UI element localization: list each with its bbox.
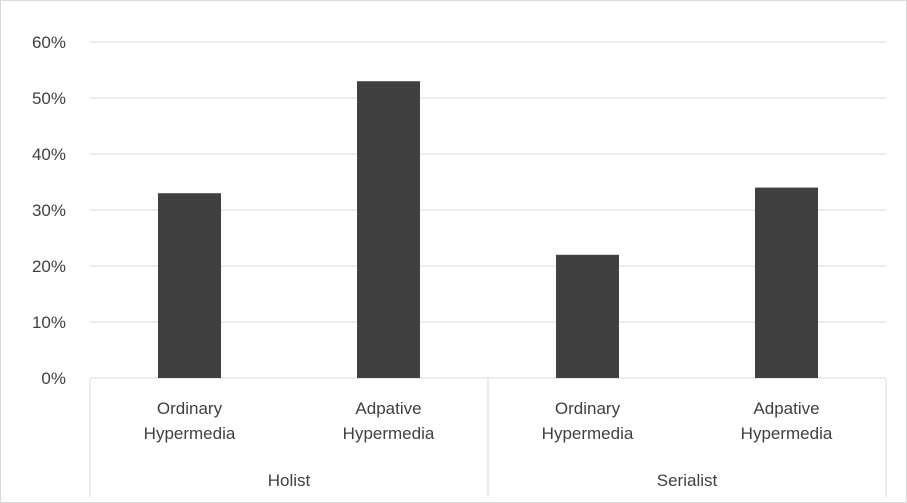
group-label: Holist (268, 471, 311, 490)
y-tick-label: 10% (32, 313, 66, 332)
y-tick-label: 40% (32, 145, 66, 164)
category-label: Adpative (355, 399, 421, 418)
y-tick-label: 30% (32, 201, 66, 220)
y-tick-label: 0% (41, 369, 66, 388)
category-label: Hypermedia (144, 424, 236, 443)
y-tick-label: 50% (32, 89, 66, 108)
bar (158, 193, 221, 378)
y-tick-label: 20% (32, 257, 66, 276)
category-label: Hypermedia (542, 424, 634, 443)
category-label: Ordinary (157, 399, 223, 418)
bar (755, 187, 818, 378)
bar (556, 254, 619, 378)
category-label: Adpative (753, 399, 819, 418)
category-label: Hypermedia (343, 424, 435, 443)
y-tick-label: 60% (32, 33, 66, 52)
category-label: Ordinary (555, 399, 621, 418)
group-label: Serialist (657, 471, 718, 490)
bar (357, 81, 420, 378)
category-label: Hypermedia (741, 424, 833, 443)
